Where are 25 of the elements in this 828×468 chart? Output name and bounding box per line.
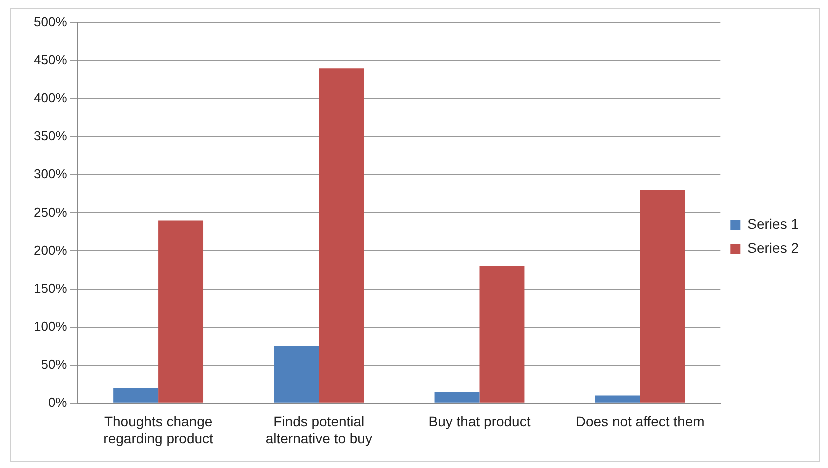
y-tick-label: 150% [34, 280, 68, 296]
y-tick-label: 400% [34, 90, 68, 106]
y-tick-label: 450% [34, 52, 68, 68]
y-tick-label: 100% [34, 318, 68, 334]
bar [480, 266, 525, 403]
y-tick-label: 0% [48, 394, 68, 410]
bar [319, 68, 364, 403]
x-tick-label: Buy that product [428, 414, 531, 430]
x-tick-label: Thoughts change regarding product [104, 414, 214, 446]
bar [434, 392, 480, 403]
y-tick-label: 200% [34, 242, 68, 258]
bar [640, 190, 686, 403]
y-tick-label: 300% [34, 166, 68, 182]
y-tick-label: 250% [34, 204, 68, 220]
y-tick-label: 350% [34, 128, 68, 144]
legend-label: Series 2 [748, 240, 800, 256]
bar [114, 388, 159, 403]
y-tick-label: 500% [34, 14, 68, 30]
bar [595, 396, 640, 403]
x-tick-label: Does not affect them [576, 414, 705, 430]
x-tick-label: Finds potential alternative to buy [266, 414, 372, 446]
y-tick-label: 50% [41, 356, 68, 372]
legend-label: Series 1 [748, 216, 800, 232]
bar [274, 346, 320, 403]
bar [158, 220, 204, 403]
